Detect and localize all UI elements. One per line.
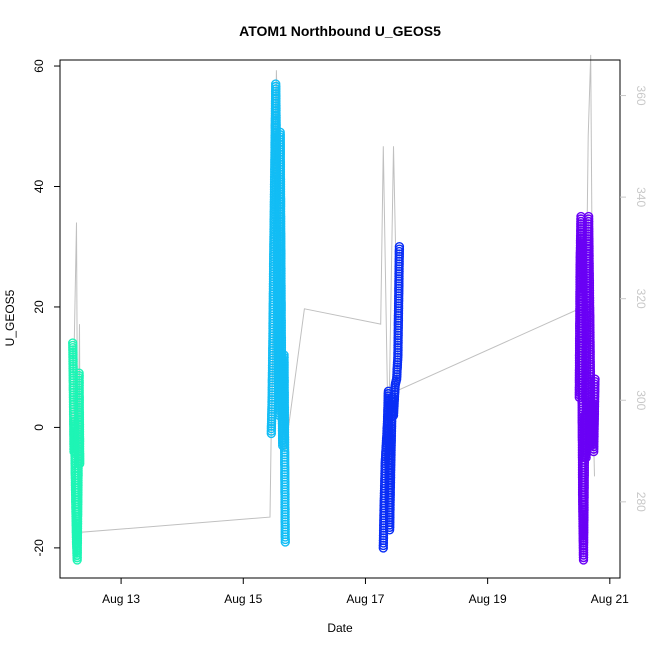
series-2 bbox=[266, 79, 290, 547]
data-point bbox=[394, 244, 405, 254]
x-tick-label: Aug 19 bbox=[469, 592, 507, 606]
series-3 bbox=[378, 241, 405, 553]
y-tick-label: 20 bbox=[32, 300, 46, 314]
series-4 bbox=[574, 211, 600, 565]
data-point bbox=[280, 534, 290, 545]
data-point bbox=[280, 537, 290, 547]
y-tick-label: 0 bbox=[32, 424, 46, 431]
data-point bbox=[74, 456, 85, 466]
series-1 bbox=[67, 338, 85, 565]
data-point bbox=[590, 374, 600, 384]
y-tick-label: -20 bbox=[32, 539, 46, 557]
y2-tick-label: 360 bbox=[634, 86, 648, 106]
x-tick-label: Aug 17 bbox=[346, 592, 384, 606]
x-axis-label: Date bbox=[327, 621, 353, 635]
plot-frame bbox=[59, 59, 621, 579]
y-axis-label: U_GEOS5 bbox=[3, 289, 17, 346]
y-tick-label: 60 bbox=[32, 59, 46, 73]
data-point bbox=[74, 439, 85, 449]
x-tick-label: Aug 13 bbox=[102, 592, 140, 606]
y-tick-label: 40 bbox=[32, 179, 46, 193]
data-point bbox=[394, 241, 405, 252]
x-tick-label: Aug 21 bbox=[591, 592, 629, 606]
secondary-line bbox=[72, 54, 595, 533]
secondary-line-layer bbox=[72, 54, 595, 533]
data-point bbox=[74, 368, 84, 378]
data-point bbox=[590, 379, 600, 389]
data-point bbox=[74, 458, 85, 469]
y2-tick-label: 340 bbox=[634, 187, 648, 207]
axes-layer: -20 0 20 40 60 280 300 320 340 360 Aug 13 Aug 15 Aug… bbox=[32, 59, 648, 606]
data-point bbox=[74, 410, 85, 420]
data-point bbox=[74, 397, 85, 408]
y2-tick-label: 320 bbox=[634, 289, 648, 309]
x-tick-label: Aug 15 bbox=[224, 592, 262, 606]
y2-tick-label: 280 bbox=[634, 492, 648, 512]
chart-title: ATOM1 Northbound U_GEOS5 bbox=[239, 23, 441, 39]
y2-tick-label: 300 bbox=[634, 390, 648, 410]
series-layer bbox=[67, 79, 600, 565]
